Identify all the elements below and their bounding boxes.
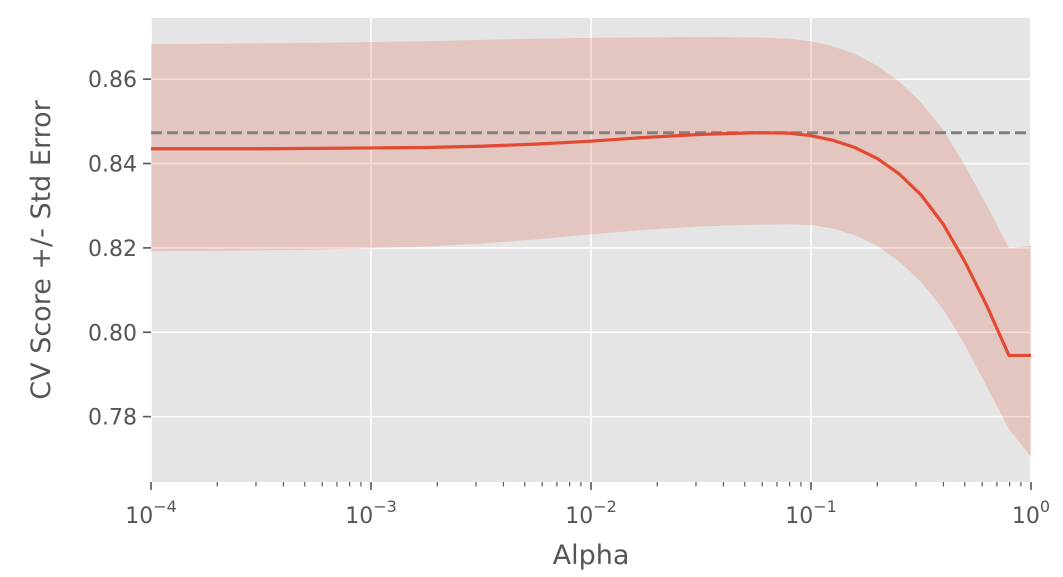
grid xyxy=(150,18,1032,482)
y-tick-label: 0.78 xyxy=(88,406,137,431)
y-tick-label: 0.84 xyxy=(88,153,137,178)
axis-ticks xyxy=(143,78,1032,490)
x-tick-labels: 10−4 10−3 10−2 10−1 100 xyxy=(125,497,1050,529)
x-tick-label: 10−4 xyxy=(125,497,177,529)
x-tick-label: 10−1 xyxy=(785,497,837,529)
x-axis-label: Alpha xyxy=(553,540,630,571)
x-tick-label: 10−3 xyxy=(345,497,397,529)
x-tick-label: 10−2 xyxy=(565,497,617,529)
y-tick-label: 0.86 xyxy=(88,68,137,93)
y-tick-label: 0.80 xyxy=(88,321,137,346)
cv-score-line xyxy=(151,131,1031,358)
std-error-band xyxy=(151,36,1031,457)
x-tick-label: 100 xyxy=(1012,497,1050,529)
y-tick-label: 0.82 xyxy=(88,237,137,262)
y-tick-labels: 0.78 0.80 0.82 0.84 0.86 xyxy=(88,68,137,430)
y-axis-label: CV Score +/- Std Error xyxy=(26,99,57,399)
